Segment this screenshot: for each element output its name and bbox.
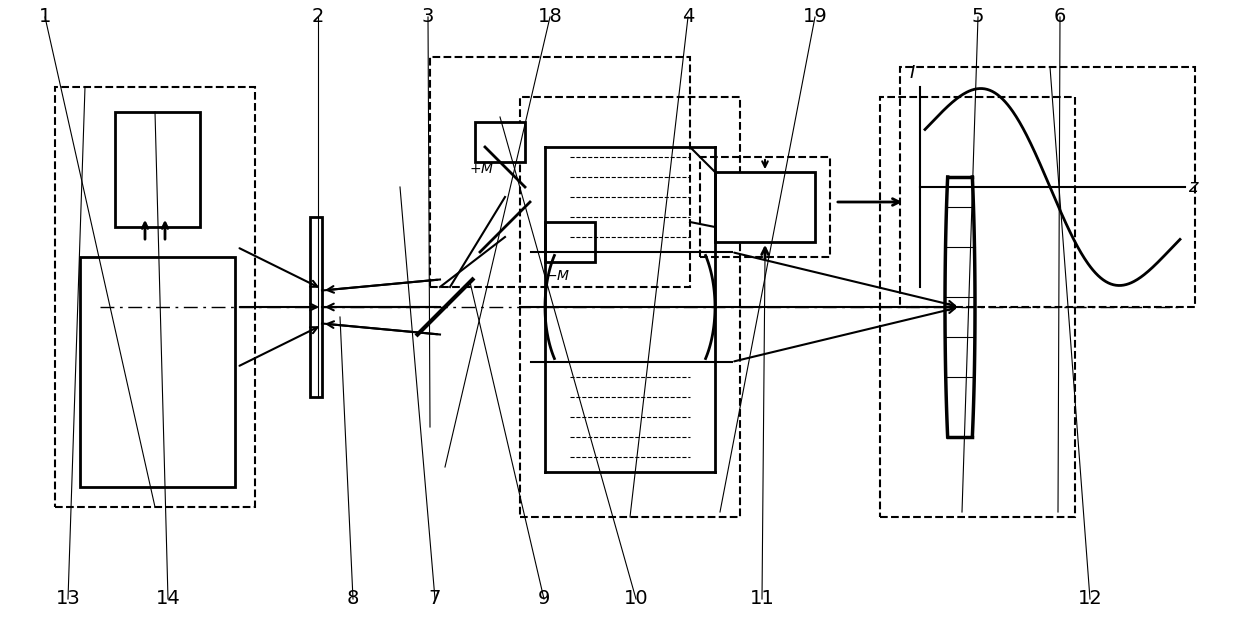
Text: 2: 2 [311,7,324,27]
Polygon shape [81,257,236,487]
Text: 18: 18 [538,7,563,27]
Text: 7: 7 [429,589,441,608]
Text: 12: 12 [1078,589,1102,608]
Text: 11: 11 [750,589,774,608]
Polygon shape [115,112,200,227]
Text: 8: 8 [347,589,360,608]
Text: 13: 13 [56,589,81,608]
Text: 6: 6 [1054,7,1066,27]
Polygon shape [715,172,815,242]
Polygon shape [546,222,595,262]
Text: 9: 9 [538,589,551,608]
Text: $-M$: $-M$ [546,269,570,283]
Text: 19: 19 [802,7,827,27]
Text: $I$: $I$ [909,64,915,82]
Text: 3: 3 [422,7,434,27]
Text: 10: 10 [624,589,649,608]
Text: 5: 5 [972,7,985,27]
Text: $z$: $z$ [1188,178,1200,196]
Text: 4: 4 [682,7,694,27]
Text: 14: 14 [156,589,180,608]
Polygon shape [310,217,322,397]
Text: $+M$: $+M$ [469,162,495,176]
Text: 1: 1 [38,7,51,27]
Polygon shape [475,122,525,162]
